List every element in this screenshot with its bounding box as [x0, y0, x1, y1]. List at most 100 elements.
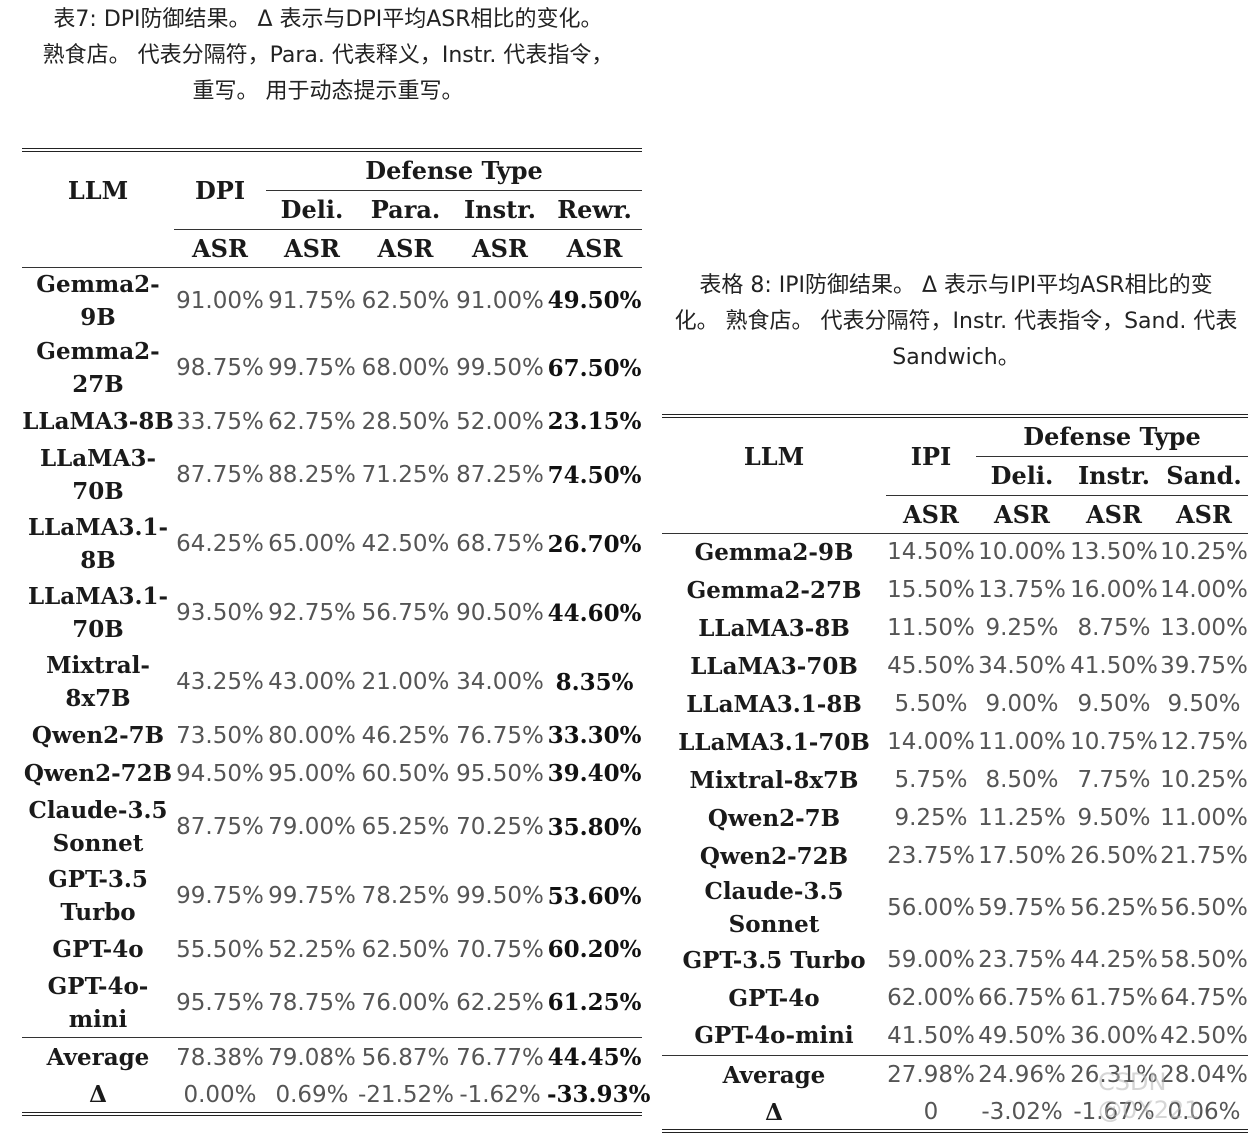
asr-value-cell: 11.25% [978, 805, 1066, 831]
asr-value-cell: 34.50% [978, 653, 1066, 679]
watermark: CSDN @0X221 [1098, 1068, 1200, 1124]
asr-value-cell: 44.45% [547, 1037, 643, 1078]
llm-name-cell: LLaMA3-70B [690, 652, 858, 680]
asr-value-cell: 11.00% [1160, 805, 1248, 831]
asr-value-cell: 95.50% [456, 760, 544, 787]
asr-value-cell: 44.25% [1070, 947, 1158, 973]
asr-value-cell: -21.52% [358, 1081, 454, 1108]
llm-name-cell: Gemma2-9B [694, 538, 854, 566]
asr-value-cell: 66.75% [978, 985, 1066, 1011]
header-asr: ASR [472, 233, 528, 263]
llm-name-cell: Gemma2-27B [36, 338, 160, 398]
asr-value-cell: 28.04% [1160, 1054, 1249, 1095]
asr-value-cell: 26.31% [1068, 1054, 1160, 1095]
table-row: LLaMA3-70B 45.50% 34.50% 41.50% 39.75% [662, 647, 1248, 685]
asr-value-cell: 23.15% [547, 408, 642, 435]
asr-value-cell: 99.75% [268, 355, 356, 381]
asr-value-cell: 9.50% [1077, 805, 1151, 831]
header-asr: ASR [377, 233, 434, 263]
asr-value-cell: 62.50% [361, 287, 450, 314]
asr-value-cell: 14.50% [887, 539, 975, 566]
llm-name-cell: GPT-4o-mini [47, 972, 149, 1033]
llm-name-cell: Claude-3.5 Sonnet [28, 797, 168, 857]
asr-value-cell: 9.25% [985, 615, 1059, 641]
asr-value-cell: 39.75% [1160, 653, 1248, 679]
table-row: GPT-3.5 Turbo 59.00% 23.75% 44.25% 58.50% [662, 941, 1248, 979]
asr-value-cell: 59.75% [978, 895, 1066, 921]
table-row: Claude-3.5 Sonnet 56.00% 59.75% 56.25% 56.50… [662, 875, 1248, 941]
asr-value-cell: 95.75% [176, 989, 264, 1016]
asr-value-cell: 43.25% [176, 669, 264, 695]
delta-row: Δ 0.00% 0.69% -21.52% -1.62% -33.93% [22, 1078, 651, 1114]
asr-value-cell: 80.00% [268, 722, 356, 749]
asr-value-cell: 53.60% [547, 882, 642, 910]
asr-value-cell: 90.50% [456, 600, 544, 626]
header-asr: ASR [994, 499, 1050, 529]
table-row: GPT-4o 62.00% 66.75% 61.75% 64.75% [662, 979, 1248, 1017]
asr-value-cell: 87.75% [176, 462, 264, 488]
asr-value-cell: 64.75% [1160, 985, 1248, 1011]
llm-name-cell: Qwen2-72B [23, 760, 173, 787]
header-empty [22, 229, 174, 267]
header-rewr: Rewr. [547, 190, 643, 230]
asr-value-cell: 87.75% [176, 814, 264, 840]
asr-value-cell: 34.00% [456, 669, 544, 695]
table-row: Mixtral-8x7B 5.75% 8.50% 7.75% 10.25% [662, 761, 1248, 799]
table-row: GPT-4o 55.50% 52.25% 62.50% 70.75% 60.20% [22, 931, 642, 969]
asr-value-cell: 49.50% [978, 1022, 1066, 1049]
asr-value-cell: 43.00% [268, 669, 356, 695]
header-defense-type: Defense Type [266, 150, 643, 191]
asr-value-cell: 5.50% [894, 691, 968, 717]
llm-name-cell: GPT-4o [728, 984, 820, 1012]
llm-name-cell: Average [22, 1037, 174, 1078]
llm-name-cell: GPT-3.5 Turbo [48, 866, 148, 926]
table-row: LLaMA3.1-70B 14.00% 11.00% 10.75% 12.75% [662, 723, 1248, 761]
llm-name-cell: Δ [765, 1098, 783, 1126]
asr-value-cell: 78.38% [174, 1037, 266, 1078]
header-empty [662, 495, 886, 533]
asr-value-cell: 36.00% [1070, 1022, 1158, 1049]
header-instr: Instr. [453, 190, 547, 230]
asr-value-cell: 42.50% [1160, 1022, 1248, 1049]
header-asr: ASR [284, 233, 340, 263]
asr-value-cell: 62.00% [887, 985, 975, 1011]
asr-value-cell: 26.50% [1070, 843, 1158, 869]
llm-name-cell: Qwen2-72B [699, 842, 849, 870]
asr-value-cell: 9.00% [985, 691, 1059, 717]
table-row: Qwen2-7B 9.25% 11.25% 9.50% 11.00% [662, 799, 1248, 837]
asr-value-cell: 44.60% [547, 599, 642, 627]
table-row: Qwen2-72B 94.50% 95.00% 60.50% 95.50% 39.40% [22, 755, 642, 793]
asr-value-cell: 45.50% [887, 653, 975, 679]
average-row: Average 78.38% 79.08% 56.87% 76.77% 44.45% [22, 1037, 643, 1078]
llm-name-cell: LLaMA3.1-8B [27, 514, 169, 574]
asr-value-cell: 14.00% [1160, 577, 1248, 603]
asr-value-cell: 8.50% [985, 767, 1059, 793]
header-llm: LLM [67, 176, 129, 205]
asr-value-cell: 91.00% [456, 287, 544, 314]
llm-name-cell: Gemma2-27B [686, 576, 862, 604]
table-row: LLaMA3.1-8B 5.50% 9.00% 9.50% 9.50% [662, 685, 1248, 723]
header-asr: ASR [903, 499, 959, 529]
asr-value-cell: -33.93% [547, 1081, 651, 1108]
table-row: LLaMA3.1-8B 64.25% 65.00% 42.50% 68.75% 26.70… [22, 510, 642, 579]
asr-value-cell: 56.87% [358, 1037, 453, 1078]
asr-value-cell: 62.50% [361, 936, 450, 963]
header-llm: LLM [743, 442, 805, 471]
asr-value-cell: 33.30% [547, 722, 642, 749]
asr-value-cell: 79.00% [268, 814, 356, 840]
asr-value-cell: 76.77% [453, 1037, 547, 1078]
llm-name-cell: LLaMA3-8B [698, 614, 850, 642]
table7-caption-line3: 重写。 用于动态提示重写。 [192, 79, 464, 104]
asr-value-cell: 74.50% [547, 461, 642, 489]
table7-caption-line2: 熟食店。 代表分隔符，Para. 代表释义，Instr. 代表指令， [42, 43, 614, 68]
asr-value-cell: 70.75% [456, 936, 544, 963]
asr-value-cell: 10.25% [1160, 767, 1248, 793]
asr-value-cell: 67.50% [547, 354, 642, 382]
ipi-defense-table: LLM IPI Defense Type Deli. Instr. Sand. … [662, 414, 1249, 1133]
table-row: GPT-4o-mini 95.75% 78.75% 76.00% 62.25% 61.25… [22, 969, 642, 1038]
asr-value-cell: 78.25% [361, 883, 450, 909]
asr-value-cell: 99.75% [176, 883, 264, 909]
asr-value-cell: 10.00% [978, 539, 1066, 566]
table7-caption-line1: 表7: DPI防御结果。 Δ 表示与DPI平均ASR相比的变化。 [53, 7, 603, 32]
llm-name-cell: Claude-3.5 Sonnet [704, 878, 844, 938]
